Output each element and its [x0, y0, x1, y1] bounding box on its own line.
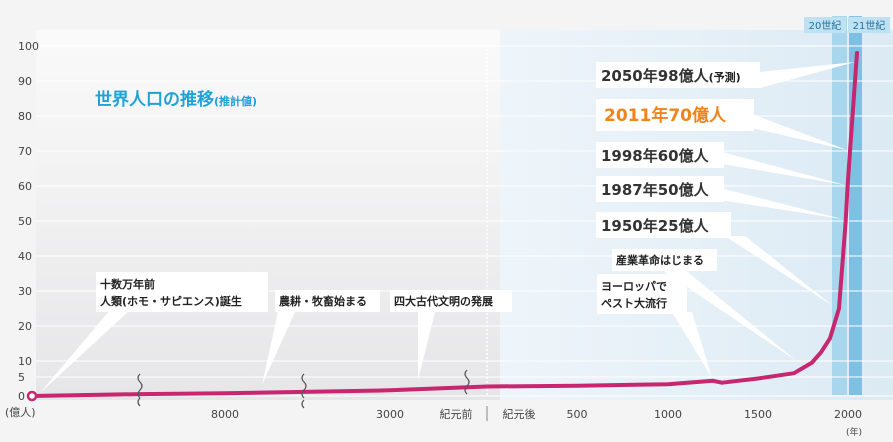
axis-break-3	[464, 369, 470, 395]
annotation-plague-line2: ペスト大流行	[601, 296, 667, 310]
century-label-20: 20世紀	[809, 19, 842, 32]
annotation-civilizations-text: 四大古代文明の発展	[394, 294, 494, 308]
chart-title-group: 世界人口の推移(推計値)	[95, 89, 257, 110]
x-tick-1500: 1500	[744, 408, 772, 421]
y-tick-label: 5	[18, 371, 25, 384]
annotation-agriculture: 農耕・牧畜始まる	[262, 290, 380, 385]
chart-title: 世界人口の推移	[95, 89, 214, 110]
chart-title-note: (推計値)	[214, 94, 257, 108]
y-tick-label: 70	[18, 145, 32, 158]
axis-break-1	[137, 373, 143, 407]
x-tick-8000: 8000	[211, 408, 239, 421]
origin-dot	[26, 390, 38, 402]
x-tick-2000: 2000	[834, 408, 862, 421]
x-tick-1000: 1000	[654, 408, 682, 421]
annotation-industrial-revolution-text: 産業革命はじまる	[616, 253, 704, 267]
annotation-homo-sapiens-line2: 人類(ホモ・サピエンス)誕生	[100, 294, 242, 308]
annotation-1950: 1950年25億人	[596, 212, 833, 306]
annotation-homo-sapiens-line1: 十数万年前	[100, 277, 155, 291]
y-axis-unit: (億人)	[5, 406, 36, 419]
century-label-box-20	[804, 17, 846, 33]
annotation-2011: 2011年70億人	[596, 99, 847, 150]
y-axis: 0 5 10 20 30 40 50 60 70 80 90 100	[18, 40, 39, 403]
annotation-1987-text: 1987年50億人	[601, 181, 710, 199]
x-tick-ad: 紀元後	[503, 407, 536, 421]
y-tick-label: 10	[18, 355, 32, 368]
annotation-homo-sapiens: 十数万年前 人類(ホモ・サピエンス)誕生	[40, 272, 268, 393]
y-tick-label: 100	[18, 40, 39, 53]
y-tick-label: 90	[18, 75, 32, 88]
century-label-box-21	[848, 17, 890, 33]
annotation-2050-text: 2050年98億人	[601, 67, 710, 85]
annotation-1950-text: 1950年25億人	[601, 217, 710, 235]
annotation-plague: ヨーロッパで ペスト大流行	[597, 274, 712, 378]
y-tick-label: 80	[18, 110, 32, 123]
annotation-civilizations: 四大古代文明の発展	[390, 290, 512, 380]
y-tick-label: 0	[18, 390, 25, 403]
annotation-plague-line1: ヨーロッパで	[601, 280, 667, 293]
population-line	[30, 51, 859, 398]
x-tick-bc: 紀元前	[440, 407, 473, 421]
annotation-1998: 1998年60億人	[596, 142, 845, 185]
x-axis-unit: (年)	[846, 426, 862, 438]
annotation-2050-note: (予測)	[709, 70, 741, 84]
y-tick-label: 50	[18, 215, 32, 228]
annotation-1998-text: 1998年60億人	[601, 147, 710, 165]
axis-break-2	[301, 373, 307, 409]
annotation-1987: 1987年50億人	[596, 176, 842, 219]
century-label-21: 21世紀	[853, 19, 886, 32]
annotation-2050: 2050年98億人(予測)	[596, 62, 855, 88]
y-tick-label: 30	[18, 285, 32, 298]
y-tick-label: 40	[18, 250, 32, 263]
x-tick-500: 500	[567, 408, 588, 421]
annotation-2050-group: 2050年98億人(予測)	[601, 67, 741, 85]
annotation-2011-text: 2011年70億人	[604, 105, 727, 126]
annotation-agriculture-text: 農耕・牧畜始まる	[279, 294, 367, 308]
century-band-20	[832, 16, 847, 395]
x-tick-3000: 3000	[376, 408, 404, 421]
annotation-industrial-revolution: 産業革命はじまる	[612, 249, 798, 362]
y-tick-label: 60	[18, 180, 32, 193]
y-tick-label: 20	[18, 320, 32, 333]
